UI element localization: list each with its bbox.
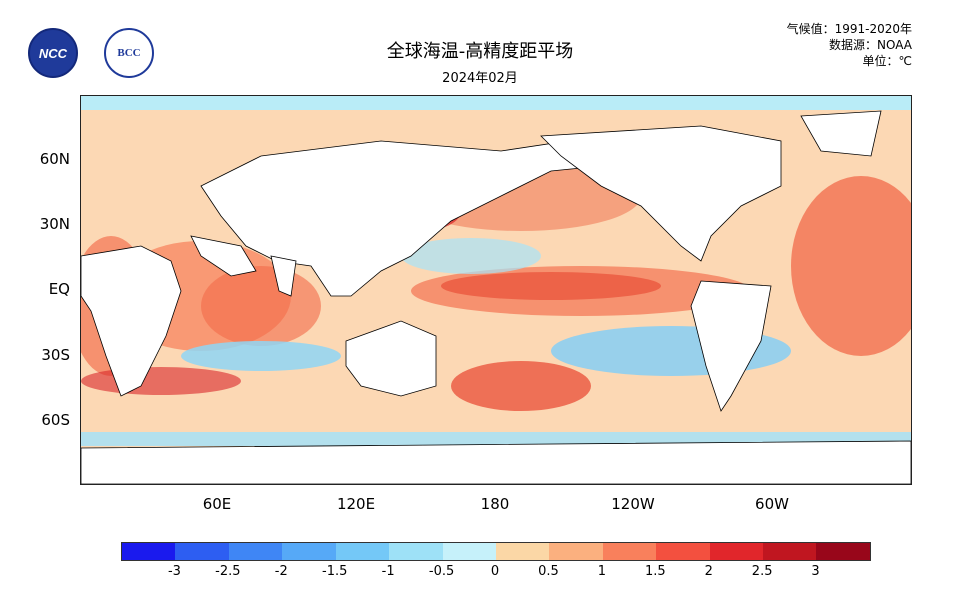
map-title: 全球海温-高精度距平场 — [386, 41, 574, 62]
australia — [345, 320, 437, 397]
legend-swatch — [763, 543, 817, 560]
legend-tick-label: 3 — [811, 564, 820, 579]
arabia — [190, 235, 257, 277]
legend-tick-label: 1 — [597, 564, 606, 579]
land-masses — [81, 110, 911, 484]
legend-swatch — [709, 543, 764, 560]
legend-swatch — [175, 543, 229, 560]
climatology-note: 气候值：1991-2020年 — [786, 22, 912, 36]
south-indian-cool — [181, 341, 341, 371]
enso-core — [441, 272, 661, 300]
india — [270, 255, 297, 297]
lat-label-60n: 60N — [39, 150, 70, 168]
data-source-note: 数据源：NOAA — [829, 38, 912, 52]
legend-swatch — [282, 543, 336, 560]
legend-tick-label: 2 — [704, 564, 713, 579]
legend-swatch — [228, 543, 283, 560]
legend-tick-label: -1 — [381, 564, 395, 579]
legend-swatch — [656, 543, 710, 560]
legend-tick-label: 0 — [490, 564, 500, 579]
atlantic-warm — [791, 176, 911, 356]
legend-tick-label: -0.5 — [428, 564, 455, 579]
lon-label-120e: 120E — [336, 495, 376, 513]
southern-warm-band — [81, 367, 241, 395]
legend-tick-label: 1.5 — [644, 564, 666, 579]
color-legend-bar — [121, 542, 871, 561]
ncc-logo: NCC — [28, 28, 78, 78]
legend-tick-label: 2.5 — [751, 564, 773, 579]
legend-swatch — [816, 543, 870, 560]
lat-label-30n: 30N — [39, 215, 70, 233]
bcc-logo: BCC — [104, 28, 154, 78]
legend-swatch — [495, 543, 550, 560]
north-america — [540, 125, 782, 262]
lat-label-eq: EQ — [48, 280, 70, 298]
legend-tick-label: -2 — [274, 564, 288, 579]
indian-ocean-core — [201, 266, 321, 346]
arctic-cool-band — [81, 96, 911, 110]
africa — [81, 245, 182, 397]
map-subtitle: 2024年02月 — [442, 71, 518, 86]
legend-tick-label: -2.5 — [215, 564, 241, 579]
legend-tick-label: -1.5 — [322, 564, 348, 579]
lat-label-30s: 30S — [41, 346, 70, 364]
legend-swatch — [442, 543, 496, 560]
lon-label-120w: 120W — [611, 495, 655, 513]
sst-anomaly-map — [80, 95, 912, 485]
legend-swatch — [389, 543, 443, 560]
greenland — [800, 110, 882, 157]
legend-swatch — [335, 543, 390, 560]
west-pacific-cool — [401, 238, 541, 274]
legend-tick-label: -3 — [167, 564, 181, 579]
lon-label-60e: 60E — [202, 495, 232, 513]
south-pacific-warm — [451, 361, 591, 411]
lat-label-60s: 60S — [41, 411, 70, 429]
legend-swatch — [602, 543, 657, 560]
lon-label-60w: 60W — [755, 495, 789, 513]
lon-label-180: 180 — [480, 495, 510, 513]
legend-swatch — [549, 543, 603, 560]
south-america — [690, 280, 772, 412]
legend-tick-label: 0.5 — [538, 564, 559, 579]
legend-swatch — [122, 543, 176, 560]
eurasia — [200, 135, 602, 297]
unit-note: 单位：℃ — [862, 54, 912, 68]
map-canvas — [81, 96, 911, 484]
antarctica — [81, 440, 911, 484]
